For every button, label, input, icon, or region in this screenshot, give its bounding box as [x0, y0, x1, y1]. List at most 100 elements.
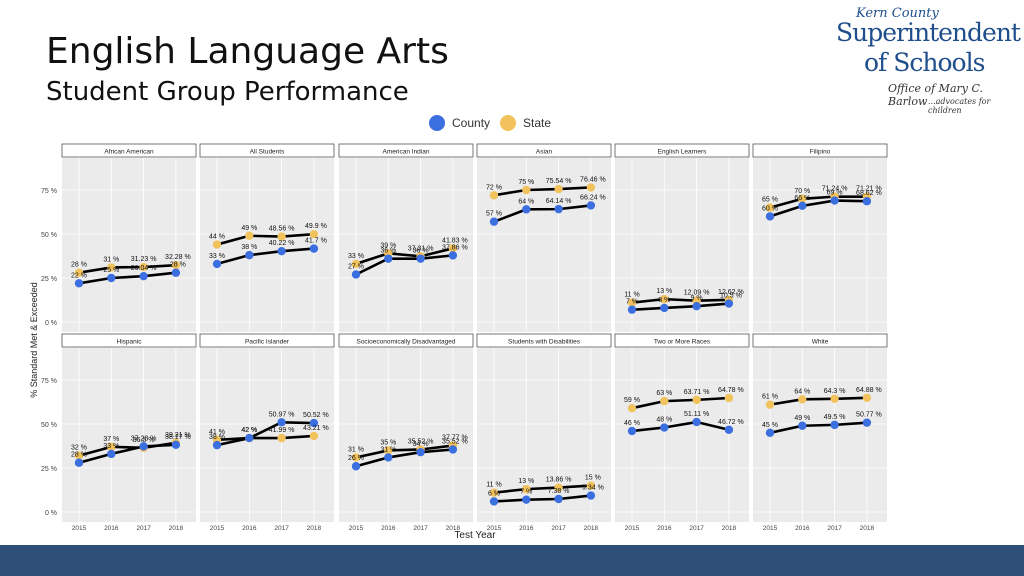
data-point-county	[586, 201, 596, 210]
x-tick-label: 2018	[307, 525, 322, 532]
data-label-county: 68.62 %	[856, 190, 882, 197]
data-label-state: 71.21 %	[856, 186, 882, 193]
data-label-state: 64 %	[794, 388, 810, 395]
series-line-state	[631, 396, 729, 410]
y-tick-label: 25 %	[41, 466, 57, 473]
data-point-county	[277, 418, 286, 427]
facet-strip	[752, 143, 888, 158]
data-label-county: 37.86 %	[442, 244, 468, 251]
data-point-state	[765, 203, 775, 212]
data-label-county: 36 %	[380, 248, 396, 255]
facet-panel: African American201520162017201828 %31 %…	[61, 143, 197, 342]
faceted-line-chart: County State % Standard Met & Exceeded Test…	[29, 115, 888, 541]
data-label-state: 64.78 %	[718, 387, 744, 394]
bottom-bar	[0, 545, 1024, 576]
data-label-state: 63.71 %	[684, 389, 710, 396]
data-label-county: 26 %	[348, 455, 364, 462]
y-tick-label: 75 %	[41, 188, 57, 195]
facet-strip	[338, 333, 474, 348]
facet-strip-label: Hispanic	[117, 339, 143, 346]
data-label-state: 12.09 %	[684, 290, 710, 297]
data-point-state	[309, 431, 319, 441]
x-tick-label: 2017	[689, 525, 704, 532]
data-label-state: 63 %	[656, 390, 672, 397]
data-point-county	[384, 254, 393, 263]
data-point-county	[692, 417, 701, 427]
data-point-county	[627, 305, 637, 314]
data-label-county: 36 %	[413, 248, 429, 255]
data-label-county: 7 %	[520, 489, 532, 496]
data-label-state: 70 %	[794, 188, 810, 195]
data-point-county	[309, 418, 319, 428]
data-point-county	[724, 425, 734, 434]
data-point-county	[660, 303, 669, 313]
data-label-county: 9.34 %	[582, 485, 604, 492]
data-point-state	[489, 191, 499, 200]
data-label-county: 38 %	[241, 244, 257, 251]
facet-background	[62, 158, 196, 332]
data-label-county: 33 %	[209, 253, 225, 260]
facet-panel: Pacific Islander 2015 2016 2017 2018 41 % 42 %…	[199, 333, 335, 532]
data-label-county: 41.7 %	[305, 238, 327, 245]
data-point-county	[448, 445, 458, 454]
data-point-county	[74, 279, 84, 288]
facet-panel: Two or More Races 2015 2016 2017 2018 59 % 63 …	[614, 333, 750, 532]
x-tick-label: 2015	[763, 525, 778, 532]
y-tick-label: 25 %	[41, 276, 57, 283]
x-tick-label: 2015	[625, 525, 640, 532]
series-line-county	[769, 199, 867, 218]
data-label-state: 41.83 %	[442, 237, 468, 244]
data-label-county: 50.77 %	[856, 412, 882, 419]
data-label-county: 64 %	[518, 198, 534, 205]
facet-background	[62, 348, 196, 522]
facet-strip-label: White	[812, 339, 829, 346]
logo-line-4: Office of Mary C. Barlow	[888, 82, 983, 108]
data-label-county: 26.04 %	[131, 265, 157, 272]
data-point-county	[171, 268, 181, 277]
data-label-state: 64.88 %	[856, 387, 882, 394]
data-label-state: 76.46 %	[580, 176, 606, 183]
data-point-county	[798, 201, 807, 211]
data-label-county: 66.24 %	[580, 194, 606, 201]
data-label-county: 46.72 %	[718, 419, 744, 426]
data-point-county	[627, 426, 637, 436]
data-label-state: 37.31 %	[408, 245, 434, 252]
data-point-county	[660, 423, 669, 432]
series-line-county	[631, 302, 730, 311]
data-point-county	[586, 491, 596, 500]
series-line-county	[355, 448, 454, 468]
series-line-county	[78, 271, 177, 285]
data-label-state: 64.3 %	[824, 388, 846, 395]
data-label-state: 75 %	[518, 179, 534, 186]
data-point-state	[830, 394, 839, 404]
facet-strip	[752, 333, 888, 348]
slide-title-block: English Language Arts Student Group Perf…	[46, 32, 449, 108]
x-tick-label: 2016	[104, 525, 119, 532]
data-label-county: 35.52 %	[442, 438, 468, 445]
data-label-county: 6 %	[488, 490, 500, 497]
data-label-state: 13 %	[518, 478, 534, 485]
data-label-state: 72 %	[486, 184, 502, 191]
data-point-county	[171, 440, 181, 450]
x-tick-label: 2015	[487, 525, 502, 532]
data-label-state: 15 %	[585, 475, 601, 482]
series-line-state	[216, 232, 314, 246]
data-point-state	[171, 260, 181, 270]
data-label-county: 38 %	[209, 434, 225, 441]
data-label-county: 22 %	[71, 272, 87, 279]
data-label-county: 66 %	[794, 195, 810, 202]
x-tick-label: 2016	[381, 525, 396, 532]
data-point-state	[660, 294, 669, 304]
data-point-state	[627, 298, 637, 307]
data-label-county: 51.11 %	[684, 411, 709, 418]
data-label-county: 37.28 %	[131, 435, 157, 442]
data-point-county	[692, 301, 701, 311]
data-point-county	[554, 494, 563, 504]
data-point-state	[351, 453, 361, 462]
series-line-state	[78, 263, 176, 275]
data-point-county	[212, 259, 222, 269]
data-label-county: 8 %	[658, 297, 670, 304]
data-label-state: 44 %	[209, 234, 225, 241]
data-label-county: 28 %	[71, 452, 87, 459]
series-line-county	[216, 420, 314, 447]
